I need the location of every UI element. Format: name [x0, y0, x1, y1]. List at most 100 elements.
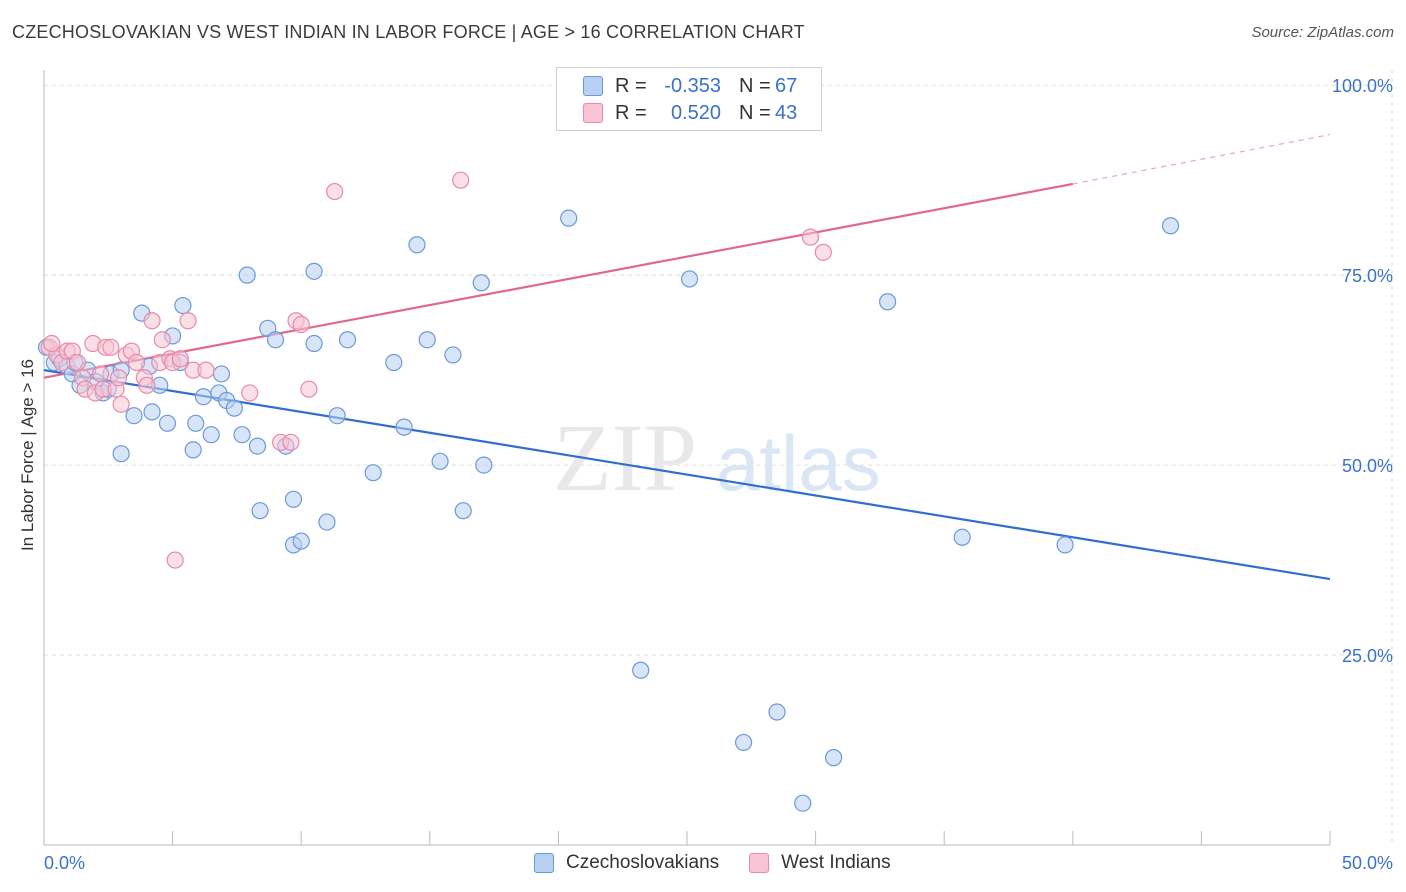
data-point-czechoslovakians	[328, 407, 346, 425]
data-point-czechoslovakians	[318, 513, 336, 531]
data-point-czechoslovakians	[202, 426, 220, 444]
legend-r-value: -0.353	[664, 74, 721, 97]
chart-title: CZECHOSLOVAKIAN VS WEST INDIAN IN LABOR …	[12, 22, 805, 42]
x-tick-label: 0.0%	[44, 853, 85, 873]
points-layer	[37, 171, 1180, 812]
data-point-czechoslovakians	[444, 346, 462, 364]
x-tick-label: 50.0%	[1342, 853, 1393, 873]
data-point-czechoslovakians	[472, 274, 490, 292]
data-point-west-indians	[138, 376, 156, 394]
data-point-west-indians	[68, 353, 87, 372]
trendline-west-indians-extension	[1072, 133, 1331, 185]
data-point-west-indians	[801, 228, 820, 246]
grid-layer	[44, 70, 1393, 845]
data-point-czechoslovakians	[879, 293, 897, 311]
data-point-czechoslovakians	[225, 399, 243, 417]
data-point-czechoslovakians	[251, 502, 269, 520]
data-point-czechoslovakians	[385, 353, 403, 372]
data-point-czechoslovakians	[632, 661, 650, 679]
bottom-legend-czechoslovakians: Czechoslovakians	[534, 852, 719, 874]
data-point-czechoslovakians	[305, 334, 323, 353]
data-point-czechoslovakians	[1161, 217, 1180, 235]
data-point-west-indians	[326, 182, 344, 201]
data-point-czechoslovakians	[184, 441, 202, 459]
data-point-west-indians	[153, 331, 171, 349]
data-point-czechoslovakians	[212, 365, 231, 383]
data-point-czechoslovakians	[418, 331, 436, 349]
data-point-west-indians	[102, 338, 120, 356]
data-point-czechoslovakians	[338, 331, 357, 349]
y-tick-label: 75.0%	[1342, 266, 1393, 286]
data-point-czechoslovakians	[454, 502, 472, 520]
y-axis-label: In Labor Force | Age > 16	[18, 358, 37, 552]
data-point-czechoslovakians	[768, 703, 786, 721]
data-point-west-indians	[91, 365, 110, 383]
data-point-west-indians	[282, 433, 300, 451]
y-tick-label: 100.0%	[1332, 76, 1393, 96]
data-point-west-indians	[241, 384, 259, 402]
bottom-legend-label: Czechoslovakians	[566, 852, 720, 873]
data-point-czechoslovakians	[825, 749, 843, 767]
data-point-west-indians	[452, 171, 470, 189]
data-point-west-indians	[179, 312, 197, 330]
data-point-czechoslovakians	[305, 262, 323, 280]
data-point-czechoslovakians	[125, 407, 143, 425]
legend-swatch-blue	[583, 76, 603, 96]
data-point-west-indians	[300, 380, 318, 398]
data-point-west-indians	[197, 361, 215, 379]
legend-n-value: 43	[775, 101, 798, 124]
data-point-czechoslovakians	[292, 532, 310, 550]
bottom-legend: Czechoslovakians West Indians	[534, 852, 921, 874]
bottom-legend-swatch-pink	[749, 853, 770, 873]
trendline-west-indians	[43, 182, 1074, 379]
data-point-czechoslovakians	[187, 414, 205, 432]
data-point-czechoslovakians	[680, 270, 699, 288]
data-point-czechoslovakians	[238, 266, 256, 284]
legend-r-value: 0.520	[670, 101, 721, 124]
data-point-czechoslovakians	[364, 464, 382, 482]
data-point-czechoslovakians	[112, 445, 130, 463]
chart-source: Source: ZipAtlas.com	[1251, 24, 1394, 41]
data-point-west-indians	[109, 369, 128, 387]
y-tick-label: 50.0%	[1342, 456, 1393, 476]
data-point-west-indians	[127, 353, 146, 372]
data-point-west-indians	[112, 395, 130, 413]
data-point-czechoslovakians	[431, 452, 449, 470]
data-point-czechoslovakians	[560, 209, 578, 227]
data-point-czechoslovakians	[233, 426, 251, 444]
axis-layer: 25.0% 50.0% 75.0% 100.0% 0.0% 50.0%	[43, 70, 1393, 873]
data-point-czechoslovakians	[284, 490, 303, 508]
data-point-czechoslovakians	[266, 331, 285, 349]
bottom-legend-label: West Indians	[781, 852, 891, 873]
legend-r-label: R =	[615, 101, 647, 124]
data-point-czechoslovakians	[395, 418, 413, 436]
legend-box: R = -0.353 N = 67 R = 0.520 N = 43	[556, 67, 822, 131]
data-point-czechoslovakians	[174, 296, 192, 315]
data-point-west-indians	[143, 312, 161, 330]
legend-swatch-pink	[583, 103, 603, 123]
data-point-czechoslovakians	[953, 528, 971, 546]
bottom-legend-swatch-blue	[534, 853, 554, 873]
data-point-czechoslovakians	[475, 456, 493, 474]
data-point-czechoslovakians	[158, 414, 177, 432]
bottom-legend-west-indians: West Indians	[749, 852, 891, 874]
trend-layer	[43, 133, 1331, 581]
data-point-west-indians	[166, 551, 184, 569]
data-point-czechoslovakians	[734, 733, 753, 752]
legend-n-value: 67	[775, 74, 798, 97]
legend-n-label: N =	[739, 74, 771, 97]
data-point-czechoslovakians	[1056, 536, 1074, 554]
data-point-czechoslovakians	[248, 437, 267, 455]
y-tick-label: 25.0%	[1342, 646, 1393, 666]
data-point-czechoslovakians	[143, 403, 161, 421]
trendline-czechoslovakians	[43, 369, 1331, 581]
legend-row-west-indians: R = 0.520 N = 43	[583, 101, 797, 125]
data-point-west-indians	[171, 350, 189, 368]
data-point-west-indians	[43, 334, 61, 353]
data-point-czechoslovakians	[194, 388, 213, 406]
data-point-west-indians	[814, 243, 832, 261]
watermark-zip: ZIP	[553, 404, 697, 511]
legend-n-label: N =	[739, 101, 771, 124]
data-point-czechoslovakians	[408, 236, 426, 254]
